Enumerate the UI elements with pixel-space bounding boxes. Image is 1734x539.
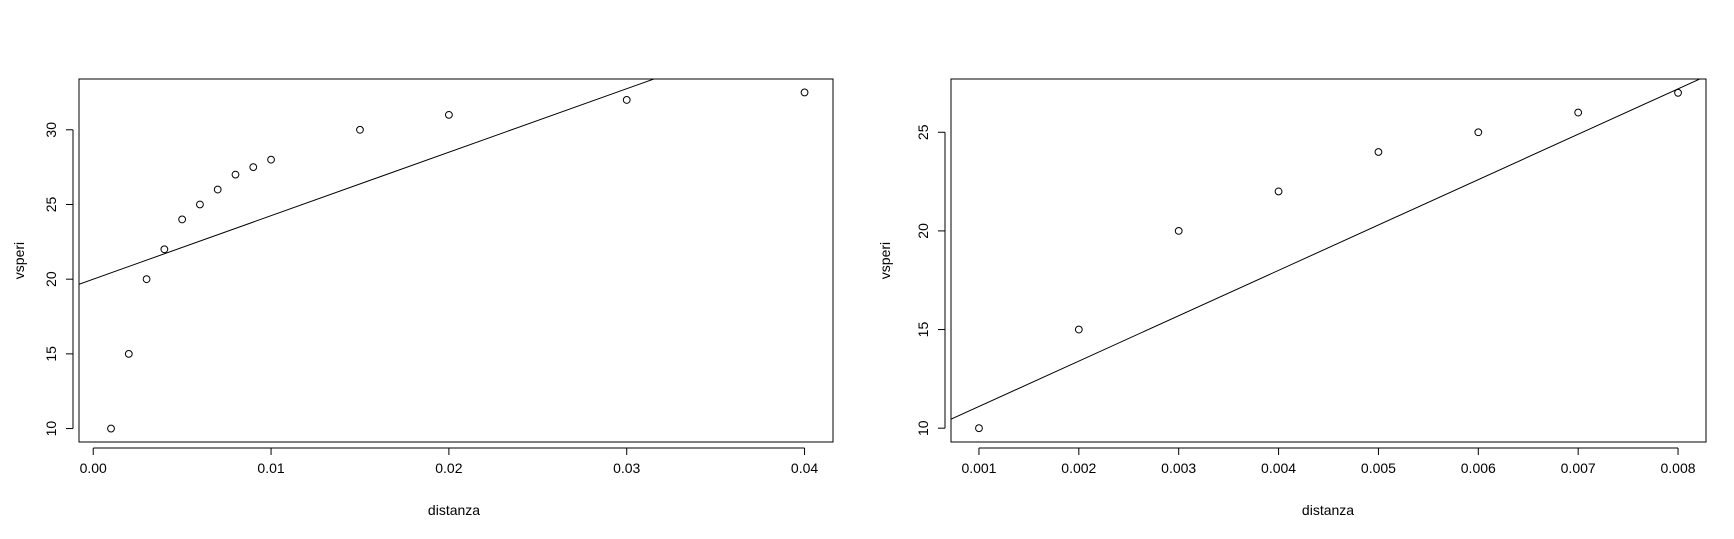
data-point: [213, 185, 222, 194]
data-point: [356, 125, 364, 134]
data-point: [1474, 128, 1483, 137]
x-tick-label: 0.00: [80, 460, 107, 476]
x-tick-label: 0.01: [257, 460, 284, 476]
x-tick-label: 0.02: [435, 460, 462, 476]
x-tick-label: 0.003: [1161, 460, 1196, 476]
plot-panel-1: 0.00 0.01 0.02 0.03 0.04 10 15 20 25 30 distanza vs…: [11, 78, 834, 518]
data-point: [142, 275, 151, 284]
data-point: [160, 245, 169, 254]
data-point: [1574, 108, 1583, 117]
data-point: [267, 155, 275, 164]
data-point: [622, 96, 631, 104]
regression-line: [79, 79, 656, 285]
data-point: [124, 349, 133, 358]
x-axis-label: distanza: [1302, 502, 1354, 518]
y-axis-label: vsperi: [877, 242, 893, 279]
data-point: [1074, 325, 1083, 334]
data-point: [975, 424, 983, 433]
data-point: [444, 110, 453, 119]
y-tick-label: 10: [915, 420, 931, 436]
data-point: [231, 170, 240, 179]
regression-line: [951, 79, 1701, 420]
plot-panel-2: 0.001 0.002 0.003 0.004 0.005 0.006 0.007 0.008…: [877, 78, 1707, 518]
x-tick-label: 0.03: [613, 460, 640, 476]
y-tick-label: 25: [915, 124, 931, 140]
plot-frame: [950, 78, 1707, 443]
data-point: [1174, 227, 1183, 235]
y-tick-label: 20: [43, 271, 59, 287]
x-tick-label: 0.007: [1561, 460, 1596, 476]
x-tick-label: 0.04: [791, 460, 818, 476]
data-point: [1674, 88, 1682, 97]
data-point: [1274, 187, 1283, 196]
x-tick-label: 0.008: [1661, 460, 1696, 476]
x-tick-label: 0.004: [1261, 460, 1296, 476]
y-tick-label: 20: [915, 223, 931, 239]
x-tick-label: 0.006: [1461, 460, 1496, 476]
data-point: [1374, 148, 1383, 156]
data-point: [249, 163, 258, 172]
y-tick-label: 30: [43, 122, 59, 138]
data-point: [800, 88, 809, 97]
x-tick-label: 0.001: [961, 460, 996, 476]
data-point: [107, 424, 115, 433]
y-tick-label: 15: [43, 346, 59, 362]
data-point: [178, 215, 187, 224]
y-axis-label: vsperi: [11, 242, 27, 279]
x-tick-label: 0.005: [1361, 460, 1396, 476]
y-tick-label: 10: [43, 421, 59, 437]
x-tick-label: 0.002: [1061, 460, 1096, 476]
plot-frame: [78, 78, 834, 443]
y-tick-label: 25: [43, 196, 59, 212]
data-point: [196, 200, 204, 209]
y-tick-label: 15: [915, 322, 931, 338]
x-axis-label: distanza: [428, 502, 480, 518]
